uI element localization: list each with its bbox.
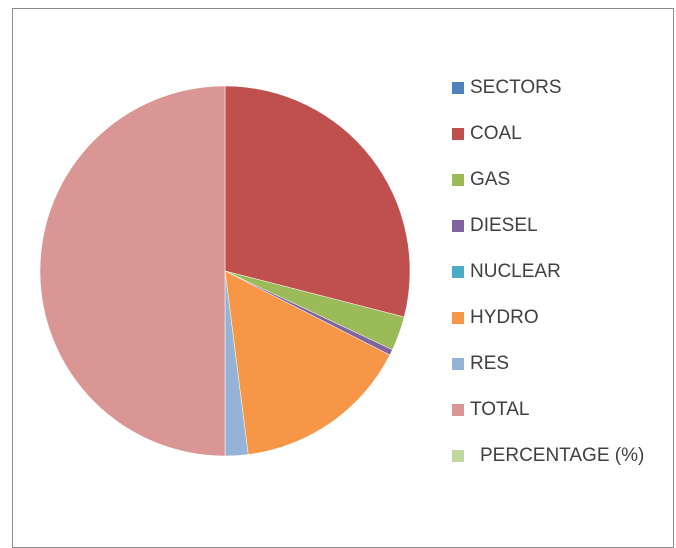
legend-item-gas: GAS xyxy=(452,166,667,212)
legend-swatch-hydro xyxy=(452,312,464,324)
legend-swatch-gas xyxy=(452,174,464,186)
pie-slice-total xyxy=(39,85,226,457)
legend-item-sectors: SECTORS xyxy=(452,74,667,120)
legend-item-res: RES xyxy=(452,350,667,396)
legend-label-gas: GAS xyxy=(470,169,511,190)
legend-swatch-res xyxy=(452,358,464,370)
legend: SECTORS COAL GAS DIESEL NUCLEAR HYDRO RES TOTAL… xyxy=(452,74,667,488)
legend-label-res: RES xyxy=(470,353,510,374)
legend-label-sectors: SECTORS xyxy=(470,77,562,98)
legend-swatch-nuclear xyxy=(452,266,464,278)
legend-label-hydro: HYDRO xyxy=(470,307,539,328)
legend-label-total: TOTAL xyxy=(470,399,530,420)
legend-swatch-diesel xyxy=(452,220,464,232)
pie-slice-coal xyxy=(224,85,411,318)
legend-item-hydro: HYDRO xyxy=(452,304,667,350)
legend-label-diesel: DIESEL xyxy=(470,215,538,236)
legend-item-coal: COAL xyxy=(452,120,667,166)
pie-chart xyxy=(39,85,411,457)
legend-label-percentage: PERCENTAGE (%) xyxy=(480,445,645,466)
legend-item-total: TOTAL xyxy=(452,396,667,442)
legend-item-percentage: PERCENTAGE (%) xyxy=(452,442,667,488)
legend-swatch-sectors xyxy=(452,82,464,94)
pie-slice-hydro xyxy=(224,270,391,455)
legend-swatch-coal xyxy=(452,128,464,140)
legend-item-diesel: DIESEL xyxy=(452,212,667,258)
legend-label-coal: COAL xyxy=(470,123,522,144)
legend-label-nuclear: NUCLEAR xyxy=(470,261,561,282)
legend-item-nuclear: NUCLEAR xyxy=(452,258,667,304)
legend-swatch-percentage xyxy=(452,450,464,462)
legend-swatch-total xyxy=(452,404,464,416)
